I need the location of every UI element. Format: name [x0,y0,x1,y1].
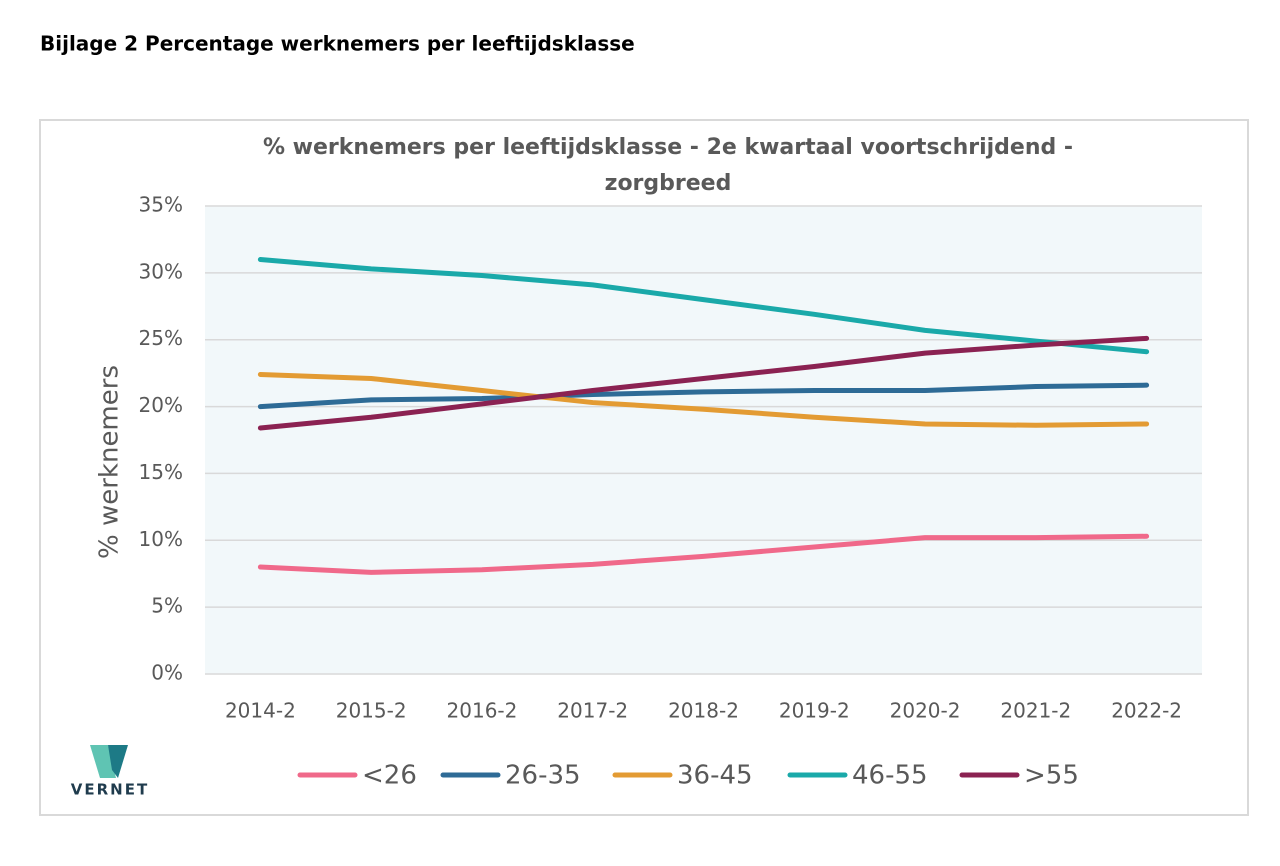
x-tick-label: 2018-2 [668,699,739,723]
y-tick-label: 5% [151,594,183,618]
legend-label: <26 [362,761,417,791]
y-tick-label: 0% [151,661,183,685]
y-tick-label: 15% [139,460,183,484]
logo-shape [108,745,128,778]
x-tick-label: 2016-2 [447,699,518,723]
logo: VERNET [71,745,149,799]
series-line [257,382,1150,410]
legend-label: 26-35 [505,761,581,791]
chart-title: zorgbreed [605,171,732,196]
legend-label: 36-45 [677,761,753,791]
x-tick-label: 2014-2 [225,699,296,723]
x-tick-label: 2020-2 [890,699,961,723]
y-tick-label: 20% [139,393,183,417]
x-tick-label: 2019-2 [779,699,850,723]
chart-title: % werknemers per leeftijdsklasse - 2e kw… [263,135,1073,160]
y-axis-title: % werknemers [95,365,125,559]
x-tick-label: 2015-2 [336,699,407,723]
y-tick-label: 30% [139,259,183,283]
logo-text: VERNET [71,781,149,799]
y-tick-label: 35% [139,193,183,217]
legend-label: >55 [1024,761,1079,791]
series-line [257,335,1150,431]
x-tick-label: 2022-2 [1111,699,1182,723]
y-tick-label: 25% [139,326,183,350]
x-tick-label: 2017-2 [557,699,628,723]
page-heading: Bijlage 2 Percentage werknemers per leef… [40,32,635,56]
series-line [257,533,1150,575]
plot-area [205,206,1202,674]
x-tick-label: 2021-2 [1000,699,1071,723]
series-line [257,371,1150,428]
series-line [257,256,1150,355]
y-tick-label: 10% [139,527,183,551]
legend-label: 46-55 [852,761,928,791]
